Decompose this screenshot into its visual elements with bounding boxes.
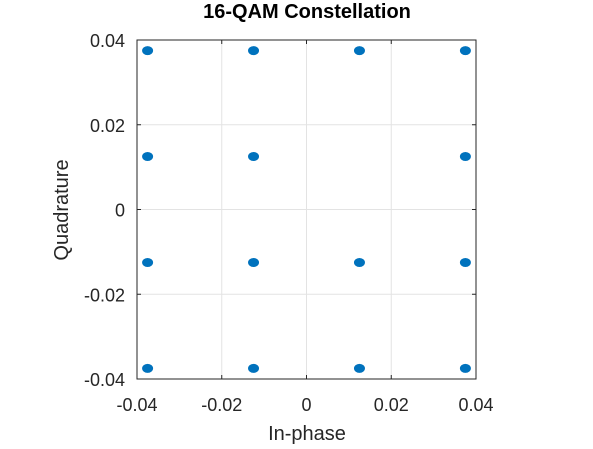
axis-ticks xyxy=(136,39,477,380)
constellation-point xyxy=(353,257,365,267)
constellation-point xyxy=(248,152,260,162)
constellation-point xyxy=(353,363,365,373)
constellation-point xyxy=(142,46,154,56)
constellation-point xyxy=(142,152,154,162)
y-tick-label: 0.02 xyxy=(90,116,125,136)
constellation-point xyxy=(459,257,471,267)
x-tick-label: 0.02 xyxy=(374,395,409,415)
y-tick-label: 0.04 xyxy=(90,31,125,51)
chart-title: 16-QAM Constellation xyxy=(203,1,411,23)
x-tick-label: 0.04 xyxy=(458,395,493,415)
constellation-point xyxy=(142,257,154,267)
x-tick-label: 0 xyxy=(301,395,311,415)
constellation-point xyxy=(248,46,260,56)
y-tick-label: 0 xyxy=(115,201,125,221)
constellation-point xyxy=(142,363,154,373)
y-tick-label: -0.04 xyxy=(84,370,125,390)
data-points xyxy=(142,46,471,373)
constellation-point xyxy=(459,46,471,56)
constellation-point xyxy=(353,46,365,56)
x-tick-label: -0.04 xyxy=(116,395,157,415)
constellation-point xyxy=(248,363,260,373)
constellation-point xyxy=(459,363,471,373)
grid-lines xyxy=(136,39,477,380)
y-axis-label: Quadrature xyxy=(51,159,73,260)
x-tick-label: -0.02 xyxy=(201,395,242,415)
constellation-point xyxy=(459,152,471,162)
x-axis-label: In-phase xyxy=(268,423,346,444)
constellation-point xyxy=(248,257,260,267)
tick-labels: -0.04 -0.02 0 0.02 0.04 -0.04 -0.02 0 0.02 0.04 xyxy=(84,31,494,415)
y-tick-label: -0.02 xyxy=(84,285,125,305)
